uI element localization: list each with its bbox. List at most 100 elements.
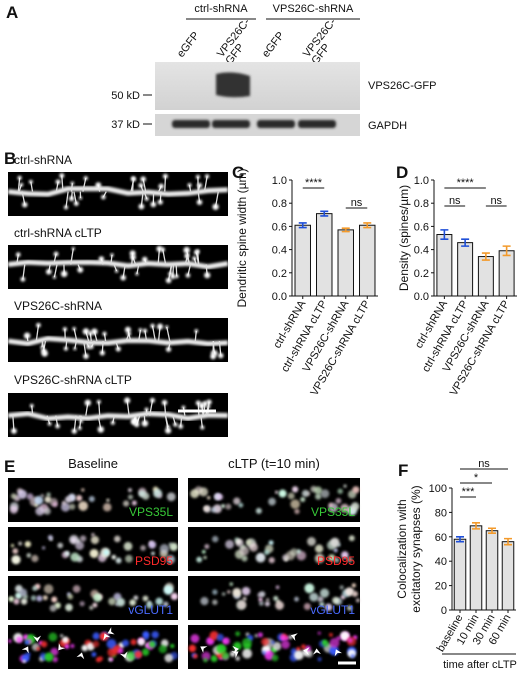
- group-label: ctrl-shRNA: [194, 3, 248, 15]
- spine-head: [138, 203, 145, 210]
- mw-marker: 50 kD: [111, 90, 140, 102]
- puncta: [166, 492, 176, 502]
- spine-head: [36, 322, 41, 328]
- spine: [70, 248, 74, 265]
- puncta: [62, 636, 69, 644]
- significance-label: *: [474, 472, 479, 484]
- spine-head: [55, 179, 61, 185]
- puncta: [30, 595, 37, 601]
- spine-head: [162, 173, 168, 179]
- puncta: [273, 595, 279, 601]
- spine: [65, 191, 69, 208]
- puncta: [225, 539, 235, 549]
- puncta: [8, 596, 15, 602]
- puncta: [216, 643, 227, 654]
- puncta: [81, 488, 85, 492]
- puncta: [317, 657, 322, 662]
- puncta: [10, 544, 15, 548]
- puncta: [170, 643, 175, 649]
- puncta: [350, 502, 360, 511]
- panel-letter: F: [398, 461, 408, 480]
- puncta: [88, 495, 95, 502]
- spine-head: [120, 274, 126, 281]
- puncta: [42, 595, 48, 601]
- puncta: [52, 656, 58, 663]
- puncta: [76, 495, 83, 502]
- puncta: [235, 631, 241, 637]
- spine-head: [157, 323, 164, 330]
- spine-head: [84, 399, 91, 406]
- bar: [457, 242, 474, 297]
- puncta: [138, 490, 146, 498]
- significance-label: ****: [457, 177, 475, 189]
- bar: [337, 229, 354, 297]
- puncta: [227, 590, 231, 594]
- lane-label: eGFP: [260, 30, 287, 60]
- spine-head: [86, 344, 91, 350]
- puncta: [241, 555, 248, 562]
- puncta: [271, 654, 279, 662]
- spine-head: [141, 420, 149, 427]
- puncta: [257, 632, 263, 638]
- puncta: [125, 554, 133, 563]
- puncta: [280, 634, 287, 642]
- puncta: [90, 535, 100, 545]
- puncta: [57, 542, 64, 549]
- spine-head: [218, 352, 224, 359]
- puncta: [348, 535, 355, 542]
- puncta: [151, 551, 155, 556]
- puncta: [329, 637, 340, 648]
- spine-head: [114, 269, 119, 273]
- spine-head: [196, 199, 203, 205]
- spine-head: [72, 327, 76, 331]
- spine-head: [142, 328, 148, 333]
- bar: [498, 250, 515, 297]
- significance-label: ***: [462, 486, 476, 498]
- bar: [469, 525, 483, 611]
- puncta: [11, 555, 21, 565]
- y-tick-label: 40: [435, 556, 447, 568]
- spine-head: [165, 277, 172, 284]
- puncta: [70, 552, 80, 562]
- spine-head: [71, 247, 75, 251]
- puncta: [319, 601, 325, 607]
- puncta: [148, 641, 156, 648]
- puncta: [91, 533, 95, 537]
- puncta: [40, 641, 48, 648]
- spine: [73, 328, 78, 342]
- puncta: [332, 596, 340, 605]
- spine-head: [60, 270, 68, 278]
- dendrite-shaft: [7, 335, 229, 347]
- channel-label: VPS35L: [129, 505, 173, 519]
- puncta: [333, 548, 338, 553]
- spine-head: [110, 420, 115, 425]
- spine-head: [173, 422, 178, 427]
- spine: [164, 176, 167, 192]
- spine-head: [129, 250, 136, 257]
- spine: [166, 326, 171, 342]
- puncta: [320, 489, 330, 499]
- band: [257, 120, 295, 128]
- spine-head: [17, 175, 22, 181]
- condition-label: VPS26C-shRNA: [14, 299, 102, 313]
- puncta: [131, 500, 137, 506]
- y-tick-label: 1.0: [272, 175, 287, 187]
- spine-head: [132, 417, 139, 424]
- y-tick-label: 0.2: [414, 268, 429, 280]
- spine-head: [160, 247, 165, 252]
- spine: [53, 264, 58, 278]
- condition-label: ctrl-shRNA cLTP: [14, 226, 102, 240]
- puncta: [328, 554, 336, 562]
- puncta: [276, 599, 280, 604]
- spine-head: [41, 348, 47, 354]
- puncta: [22, 659, 26, 663]
- puncta: [170, 592, 178, 601]
- arrowhead: [21, 646, 29, 654]
- puncta: [290, 548, 298, 556]
- column-title: Baseline: [68, 456, 118, 471]
- puncta: [317, 631, 321, 635]
- panel-letter: C: [232, 163, 244, 182]
- puncta: [40, 493, 45, 498]
- puncta: [196, 556, 203, 563]
- spine-head: [195, 249, 200, 254]
